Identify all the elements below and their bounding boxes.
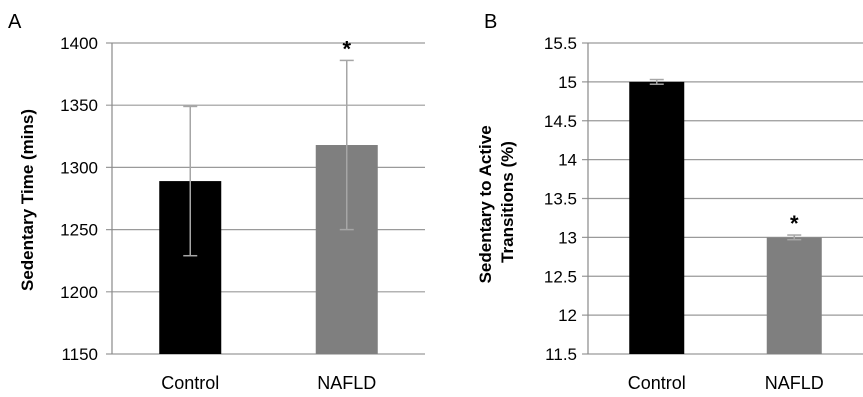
panel-b-y-tick-label: 12	[558, 306, 577, 325]
panel-b-bar-control	[629, 81, 685, 354]
panel-a-y-tick-label: 1400	[60, 34, 98, 53]
panel-b-y-tick-label: 14	[558, 151, 577, 170]
panel-a-y-tick-label: 1350	[60, 96, 98, 115]
panel-b-y-tick-label: 12.5	[544, 267, 577, 286]
panel-b-y-axis-title: Sedentary to Active Transitions (%)	[476, 121, 517, 284]
panel-a-significance-marker: *	[342, 36, 351, 61]
panel-b-x-tick-label: NAFLD	[765, 373, 824, 393]
panel-a-y-axis-title: Sedentary Time (mins)	[18, 109, 37, 291]
panel-a-x-tick-label: NAFLD	[317, 373, 376, 393]
panel-b-y-tick-label: 13	[558, 228, 577, 247]
panel-b-chart: B Sedentary to Active Transitions (%) 11…	[476, 11, 863, 393]
panel-a-y-tick-label: 1200	[60, 283, 98, 302]
panel-b-bar-nafld	[766, 237, 822, 354]
panel-b-y-tick-label: 15.5	[544, 34, 577, 53]
panel-a-x-tick-label: Control	[161, 373, 219, 393]
panel-a-y-tick-label: 1300	[60, 158, 98, 177]
panel-a-y-tick-label: 1150	[61, 345, 98, 364]
panel-b-y-axis-title-line-1: Sedentary to Active	[476, 125, 495, 283]
panel-b-significance-marker: *	[790, 211, 799, 236]
panel-b-letter: B	[484, 11, 497, 33]
panel-a-letter: A	[8, 11, 22, 33]
panel-b-y-axis-title-line-2: Transitions (%)	[498, 141, 517, 263]
panel-b-y-tick-label: 14.5	[544, 112, 577, 131]
panel-a-chart: A Sedentary Time (mins) 1150 1200 1250 1300…	[8, 11, 425, 393]
panel-b-y-tick-label: 15	[558, 73, 577, 92]
panel-a-y-tick-label: 1250	[60, 221, 98, 240]
panel-b-x-tick-label: Control	[628, 373, 686, 393]
panel-b-y-tick-label: 11.5	[545, 345, 577, 364]
panel-b-y-tick-label: 13.5	[544, 190, 577, 209]
